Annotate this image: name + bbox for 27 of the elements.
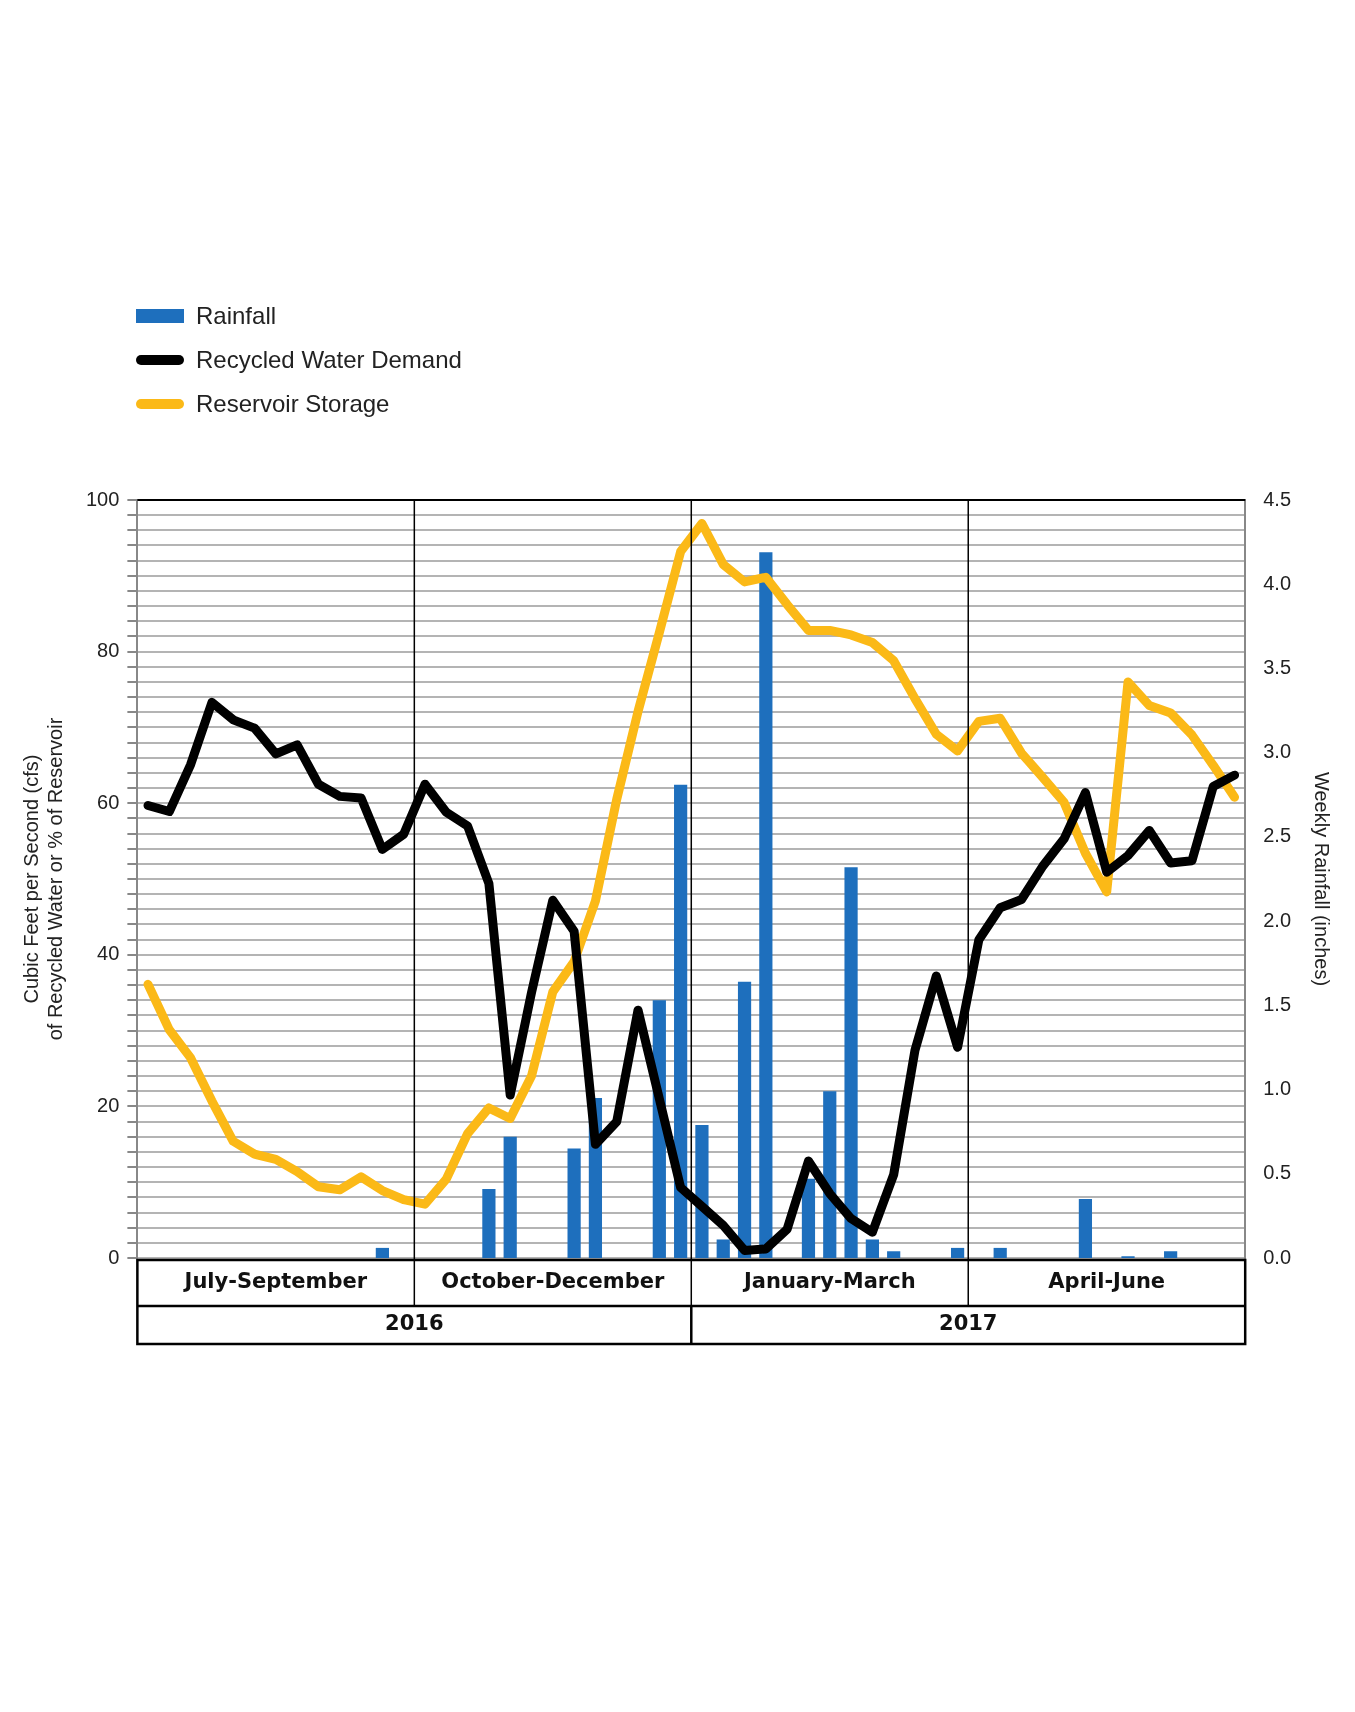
y2-tick-label: 1.5 bbox=[1263, 992, 1292, 1015]
y2-tick-label: 4.0 bbox=[1263, 571, 1292, 594]
y2-tick-label: 0.0 bbox=[1263, 1245, 1292, 1268]
text: April-June bbox=[1048, 1269, 1166, 1294]
text: January-March bbox=[741, 1269, 916, 1294]
text: 2016 bbox=[385, 1311, 444, 1336]
y-tick-label: 0 bbox=[108, 1245, 120, 1268]
legend-label: Rainfall bbox=[196, 302, 277, 330]
y-tick-label: 80 bbox=[97, 639, 120, 662]
y2-tick-label: 2.5 bbox=[1263, 824, 1292, 847]
legend-label: Recycled Water Demand bbox=[196, 346, 462, 374]
y2-tick-label: 1.0 bbox=[1263, 1077, 1292, 1100]
y-tick-label: 40 bbox=[97, 942, 120, 965]
y2-tick-label: 4.5 bbox=[1263, 487, 1292, 510]
y-axis-title: Cubic Feet per Second (cfs) of Recycled Water or % of Reservoir bbox=[19, 717, 66, 1041]
y2-tick-label: 2.0 bbox=[1263, 908, 1292, 931]
y2-axis-title: Weekly Rainfall (inches) bbox=[1311, 771, 1334, 987]
y-tick-label: 100 bbox=[85, 487, 120, 510]
y-tick-label: 20 bbox=[97, 1093, 120, 1116]
y2-tick-label: 0.5 bbox=[1263, 1161, 1292, 1184]
y2-tick-label: 3.0 bbox=[1263, 740, 1292, 763]
text: July-September bbox=[182, 1269, 368, 1294]
legend-label: Reservoir Storage bbox=[196, 390, 390, 418]
y-tick-label: 60 bbox=[97, 790, 120, 813]
y2-tick-label: 3.5 bbox=[1263, 655, 1292, 678]
text: October-December bbox=[441, 1269, 665, 1294]
text: 2017 bbox=[939, 1311, 998, 1336]
